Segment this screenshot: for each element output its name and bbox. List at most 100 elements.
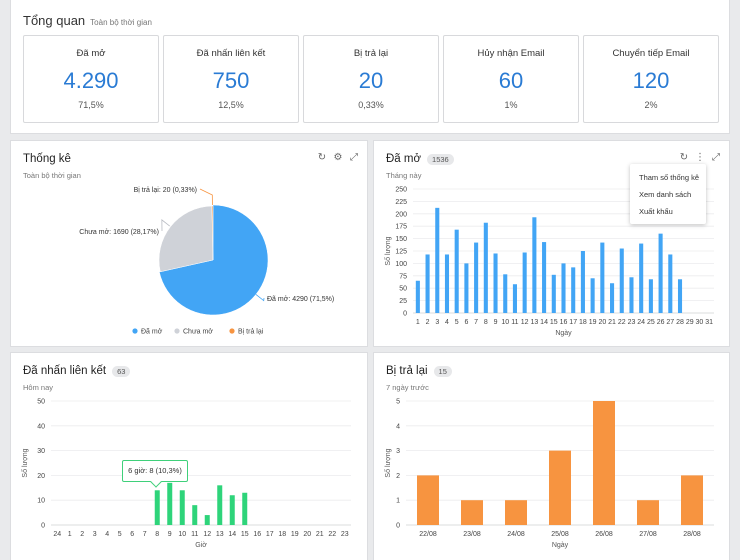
opened-panel-subtitle: Tháng này: [386, 171, 422, 180]
clicked-panel-title: Đã nhấn liên kết 63: [23, 365, 131, 377]
stat-card-bounced[interactable]: Bị trả lại 20 0,33%: [303, 35, 439, 123]
opened-title-text: Đã mở: [386, 153, 422, 165]
menu-item-export[interactable]: Xuất khẩu: [639, 207, 673, 216]
stat-label: Hủy nhận Email: [477, 48, 545, 59]
overview-title: Tổng quan Toàn bộ thời gian: [23, 13, 152, 28]
legend-dot: [174, 328, 180, 334]
x-tick-label: 19: [589, 319, 597, 326]
pie-leader-line: [255, 294, 265, 302]
y-tick-label: 0: [403, 311, 407, 318]
x-tick-label: 2: [426, 319, 430, 326]
stat-card-clicked[interactable]: Đã nhấn liên kết 750 12,5%: [163, 35, 299, 123]
refresh-icon[interactable]: ↻: [317, 152, 327, 163]
bar: [561, 263, 566, 313]
expand-icon[interactable]: ⤢: [712, 152, 720, 163]
stat-value: 4.290: [63, 68, 119, 93]
x-tick-label: 22: [328, 531, 336, 538]
x-tick-label: 23/08: [463, 531, 481, 538]
expand-icon[interactable]: ⤢: [350, 152, 358, 163]
opened-panel: Đã mở 1536 Tháng này ↻ ⋮ ⤢ 0 25 50 75 100 125 1…: [373, 140, 730, 347]
stats-panel-tools: ↻ ⚙ ⤢: [317, 153, 359, 163]
stat-value: 750: [212, 68, 250, 93]
x-tick-label: 6: [130, 531, 134, 538]
x-tick-label: 7: [474, 319, 478, 326]
y-tick-label: 175: [395, 224, 407, 231]
stat-percent: 71,5%: [78, 100, 104, 110]
legend-dot: [132, 328, 138, 334]
y-tick-label: 225: [395, 199, 407, 206]
bar: [637, 500, 659, 525]
x-tick-label: 7: [143, 531, 147, 538]
pie-slice-label: Đã mở: 4290 (71,5%): [267, 295, 334, 303]
gear-icon[interactable]: ⚙: [333, 152, 343, 163]
x-tick-label: 31: [705, 319, 713, 326]
menu-item-statistics-params[interactable]: Tham số thống kê: [639, 173, 700, 182]
x-tick-label: 24: [53, 531, 61, 538]
x-tick-label: 3: [435, 319, 439, 326]
legend-dot: [229, 328, 235, 334]
pie-slice: [158, 205, 214, 273]
bar: [522, 252, 527, 313]
y-tick-label: 50: [37, 399, 45, 406]
overview-subtitle: Toàn bộ thời gian: [90, 18, 152, 27]
stat-label: Chuyển tiếp Email: [612, 48, 690, 59]
stat-card-forwarded[interactable]: Chuyển tiếp Email 120 2%: [583, 35, 719, 123]
x-tick-label: 30: [696, 319, 704, 326]
y-tick-label: 125: [395, 249, 407, 256]
stats-panel-subtitle: Toàn bộ thời gian: [23, 171, 81, 180]
stat-card-opened[interactable]: Đã mở 4.290 71,5%: [23, 35, 159, 123]
refresh-icon[interactable]: ↻: [679, 152, 689, 163]
x-tick-label: 26/08: [595, 531, 613, 538]
chart-options-menu: Tham số thống kê Xem danh sách Xuất khẩu: [630, 164, 706, 224]
x-tick-label: 15: [241, 531, 249, 538]
y-tick-label: 5: [396, 399, 400, 406]
x-tick-label: 11: [191, 531, 198, 538]
x-tick-label: 18: [579, 319, 587, 326]
y-tick-label: 50: [399, 286, 407, 293]
stat-percent: 1%: [504, 100, 518, 110]
x-tick-label: 23: [628, 319, 636, 326]
stat-card-unsubscribed[interactable]: Hủy nhận Email 60 1%: [443, 35, 579, 123]
bar: [192, 505, 198, 525]
x-tick-label: 13: [530, 319, 538, 326]
x-tick-label: 24/08: [507, 531, 525, 538]
menu-item-view-list[interactable]: Xem danh sách: [639, 190, 692, 199]
count-badge: 63: [112, 365, 131, 377]
bounced-title-text: Bị trả lại: [386, 365, 428, 377]
x-tick-label: 2: [80, 531, 84, 538]
pie-leader-line: [161, 219, 170, 232]
x-tick-label: 17: [266, 531, 274, 538]
x-tick-label: 14: [540, 319, 548, 326]
bar: [532, 217, 537, 313]
bar: [648, 279, 653, 313]
bar: [593, 401, 615, 525]
stat-label: Bị trả lại: [353, 48, 389, 59]
bar: [505, 500, 527, 525]
pie-leader-line: [199, 188, 213, 206]
bar: [512, 284, 517, 313]
bar: [242, 492, 248, 525]
y-tick-label: 40: [37, 423, 45, 430]
x-tick-label: 24: [637, 319, 645, 326]
y-tick-label: 10: [37, 498, 45, 505]
more-vertical-icon[interactable]: ⋮: [695, 152, 705, 163]
x-tick-label: 25: [647, 319, 655, 326]
bar: [503, 274, 508, 313]
bar: [483, 222, 488, 313]
bar: [639, 243, 644, 313]
y-tick-label: 3: [396, 448, 400, 455]
bar: [474, 242, 479, 313]
x-tick-label: 9: [168, 531, 172, 538]
x-tick-label: 6: [464, 319, 468, 326]
legend-label: Đã mở: [141, 328, 163, 336]
x-tick-label: 1: [68, 531, 72, 538]
x-tick-label: 4: [445, 319, 449, 326]
y-tick-label: 100: [395, 261, 407, 268]
overview-title-text: Tổng quan: [23, 13, 86, 28]
x-axis-label: Ngày: [552, 542, 569, 549]
x-tick-label: 20: [303, 531, 311, 538]
x-tick-label: 17: [569, 319, 577, 326]
y-tick-label: 150: [395, 236, 407, 243]
x-tick-label: 27/08: [639, 531, 657, 538]
x-tick-label: 8: [155, 531, 159, 538]
